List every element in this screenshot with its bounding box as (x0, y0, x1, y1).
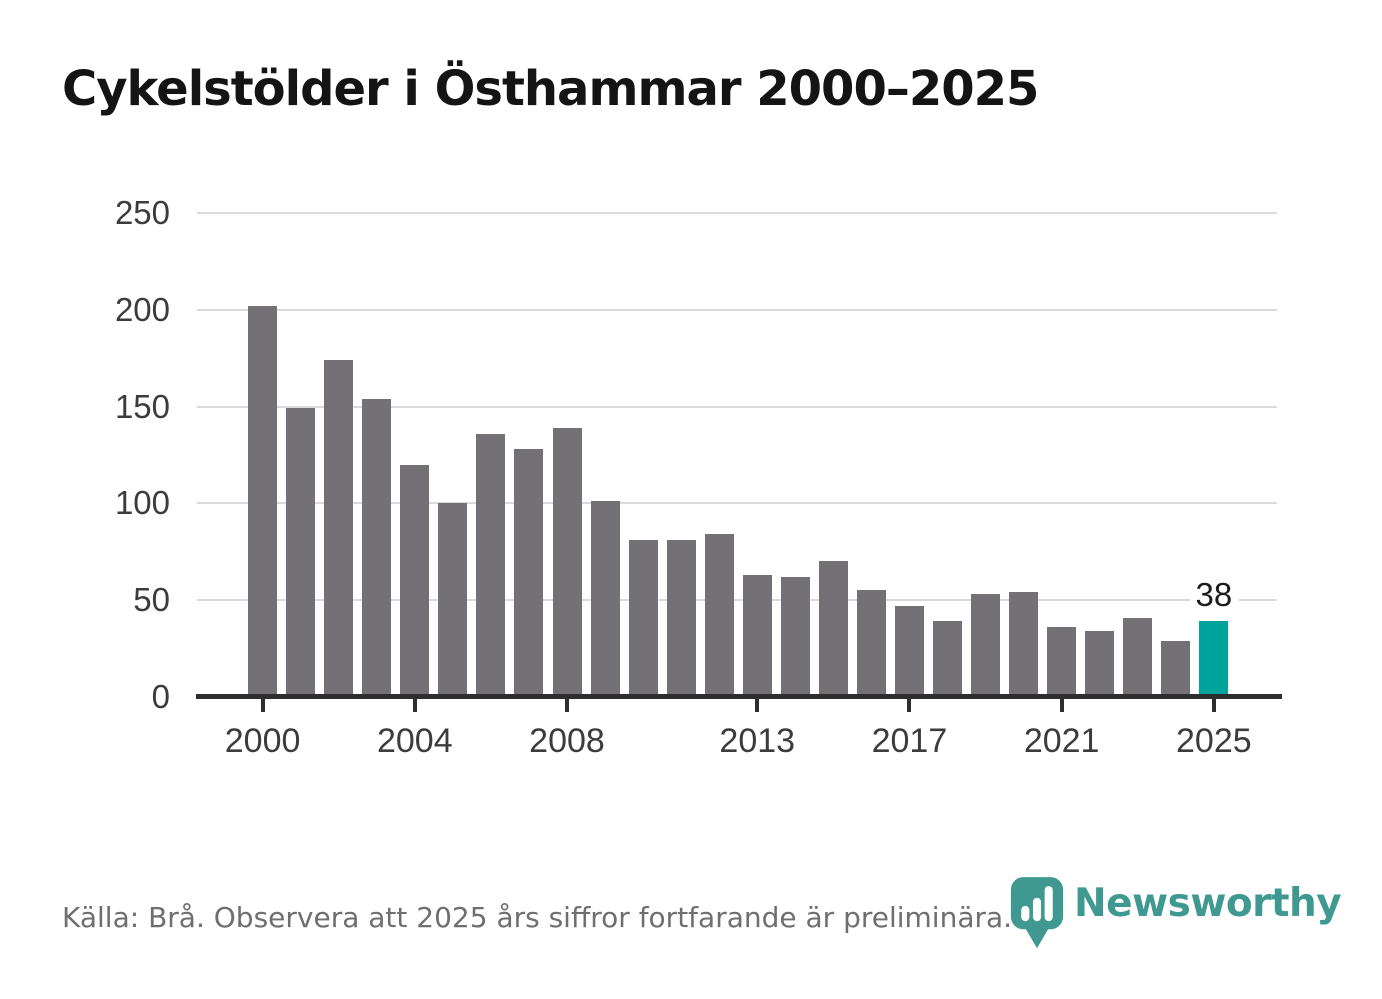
x-axis-label-2013: 2013 (719, 722, 796, 760)
bar-2016 (856, 590, 886, 695)
bar-2011 (666, 540, 696, 695)
bar-2004 (400, 464, 430, 695)
x-tick-2025 (1211, 699, 1216, 712)
bar-2005 (438, 503, 468, 695)
x-axis-label-2008: 2008 (529, 722, 605, 760)
x-axis-label-2017: 2017 (871, 722, 948, 760)
bar-2017 (894, 605, 924, 695)
bar-2001 (286, 408, 316, 695)
bar-2025 (1199, 621, 1229, 695)
bar-2013 (742, 574, 772, 695)
y-axis-label-150: 150 (114, 387, 170, 425)
x-axis-label-2004: 2004 (376, 722, 453, 760)
bar-2021 (1047, 627, 1077, 695)
gridline-200 (197, 308, 1277, 311)
gridline-50 (197, 599, 1277, 602)
x-axis-label-2021: 2021 (1023, 722, 1100, 760)
y-axis-label-250: 250 (114, 194, 170, 231)
bar-2002 (324, 360, 354, 695)
newsworthy-pin-barchart-icon (1010, 877, 1064, 949)
y-axis-label-100: 100 (114, 484, 170, 522)
x-axis-line (196, 694, 1282, 699)
x-tick-2008 (565, 699, 569, 712)
bar-2007 (514, 449, 544, 695)
bar-2019 (971, 594, 1001, 695)
bar-2006 (476, 433, 506, 695)
bar-2000 (248, 305, 278, 695)
y-axis-label-0: 0 (151, 678, 170, 715)
bar-2003 (362, 398, 392, 695)
bar-2009 (590, 501, 620, 695)
x-tick-2017 (907, 699, 912, 712)
x-tick-2000 (260, 699, 265, 712)
y-axis-label-200: 200 (114, 290, 170, 328)
bar-2022 (1085, 631, 1115, 695)
x-axis-label-2000: 2000 (224, 722, 301, 760)
bar-2008 (552, 427, 582, 695)
gridline-100 (197, 502, 1277, 505)
x-tick-2021 (1059, 699, 1064, 712)
bar-2010 (628, 540, 658, 695)
bar-2012 (704, 534, 734, 695)
bar-2020 (1009, 592, 1039, 695)
newsworthy-wordmark: Newsworthy (1074, 881, 1342, 926)
y-axis-label-50: 50 (133, 581, 170, 619)
x-tick-2013 (755, 699, 760, 712)
bar-2015 (818, 561, 848, 695)
x-axis-label-2025: 2025 (1176, 722, 1252, 760)
gridline-250 (197, 212, 1277, 214)
gridline-150 (197, 405, 1277, 408)
source-note: Källa: Brå. Observera att 2025 års siffr… (62, 901, 1013, 934)
newsworthy-logo: Newsworthy (1010, 876, 1342, 956)
bar-2018 (933, 621, 962, 695)
bar-2014 (780, 576, 810, 695)
bar-2023 (1123, 617, 1153, 695)
bar-2024 (1161, 640, 1191, 695)
x-tick-2004 (412, 699, 417, 712)
chart-title: Cykelstölder i Östhammar 2000–2025 (62, 61, 1039, 117)
bar-value-label: 38 (1189, 578, 1239, 612)
